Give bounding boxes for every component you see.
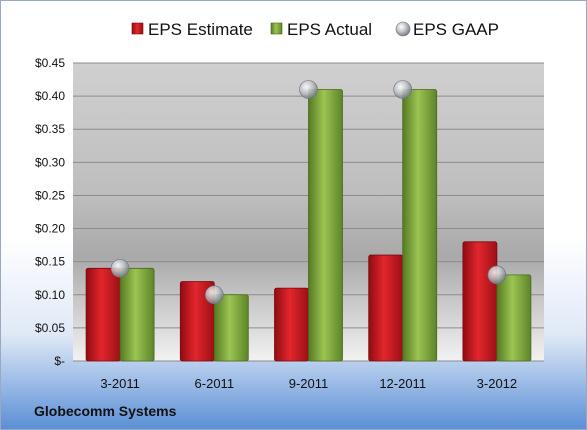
legend: EPS Estimate EPS Actual EPS GAAP	[131, 20, 499, 39]
y-tick-label: $0.30	[35, 155, 65, 169]
legend-label-eps-estimate: EPS Estimate	[148, 20, 253, 39]
legend-label-eps-actual: EPS Actual	[287, 20, 372, 39]
gaap-markers	[110, 80, 507, 305]
legend-label-eps-gaap: EPS GAAP	[413, 20, 499, 39]
x-tick-label: 9-2011	[289, 376, 329, 391]
y-tick-label: $0.40	[35, 89, 65, 103]
x-tick-label: 6-2011	[195, 376, 235, 391]
bar-eps-actual	[402, 89, 438, 362]
company-name: Globecomm Systems	[34, 403, 177, 419]
bar-eps-estimate	[368, 254, 404, 362]
y-tick-label: $0.10	[35, 288, 65, 302]
bar-eps-actual	[308, 89, 343, 362]
marker-eps-gaap	[393, 80, 413, 99]
y-tick-label: $-	[54, 354, 65, 368]
legend-swatch-eps-gaap	[395, 21, 411, 37]
marker-eps-gaap	[299, 80, 318, 99]
y-tick-label: $0.15	[35, 255, 65, 269]
y-tick-label: $0.20	[35, 222, 65, 236]
marker-eps-gaap	[110, 258, 130, 278]
y-tick-label: $0.35	[35, 122, 65, 136]
legend-swatch-eps-actual	[270, 22, 283, 35]
y-tick-label: $0.05	[35, 321, 65, 335]
y-axis-labels: $- $0.05 $0.10 $0.15 $0.20 $0.25 $0.30 $0.35 $0.…	[35, 56, 65, 368]
x-tick-label: 3-2012	[477, 376, 517, 391]
marker-eps-gaap	[205, 285, 224, 305]
y-tick-label: $0.25	[35, 188, 65, 202]
x-tick-label: 12-2011	[379, 376, 426, 391]
bar-eps-estimate	[85, 267, 121, 362]
bar-eps-actual	[213, 294, 249, 362]
bar-eps-estimate	[462, 241, 498, 362]
bar-eps-actual	[496, 274, 532, 362]
x-tick-label: 3-2011	[100, 376, 140, 391]
legend-swatch-eps-estimate	[131, 22, 144, 35]
bar-eps-actual	[119, 267, 155, 362]
x-axis-labels: 3-2011 6-2011 9-2011 12-2011 3-2012	[100, 376, 517, 391]
y-tick-label: $0.45	[35, 56, 65, 70]
marker-eps-gaap	[487, 265, 507, 285]
bar-eps-estimate	[274, 287, 309, 362]
